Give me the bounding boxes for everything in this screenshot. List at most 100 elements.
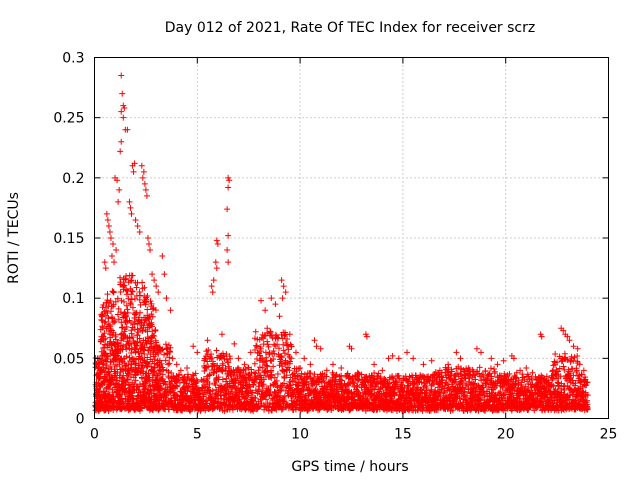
chart-title: Day 012 of 2021, Rate Of TEC Index for r… <box>165 20 535 36</box>
data-point <box>114 340 121 347</box>
data-point <box>256 403 263 410</box>
data-point <box>130 168 137 175</box>
data-point <box>145 360 152 367</box>
data-point <box>259 355 266 362</box>
data-point <box>102 335 109 342</box>
data-point <box>125 295 132 302</box>
data-point <box>279 368 286 375</box>
data-point <box>219 376 226 383</box>
data-point <box>263 396 270 403</box>
data-point <box>271 350 278 357</box>
data-point <box>257 403 264 410</box>
data-point <box>275 345 282 352</box>
data-point <box>97 374 104 381</box>
data-point <box>110 407 117 414</box>
data-point <box>280 283 287 290</box>
data-point <box>220 352 227 359</box>
data-point <box>112 380 119 387</box>
data-point <box>163 295 170 302</box>
data-point <box>145 316 152 323</box>
data-point <box>110 241 117 248</box>
y-tick-label: 0.3 <box>62 51 84 67</box>
data-point <box>123 302 130 309</box>
data-point <box>159 385 166 392</box>
data-point <box>126 198 133 205</box>
data-point <box>129 272 136 279</box>
y-tick-label: 0.2 <box>62 171 84 187</box>
data-point <box>134 338 141 345</box>
data-point <box>144 293 151 300</box>
data-point <box>127 204 134 211</box>
data-point <box>111 259 118 266</box>
data-point <box>139 174 146 181</box>
data-point <box>272 301 279 308</box>
data-point <box>149 271 156 278</box>
data-point <box>252 328 259 335</box>
data-point <box>104 353 111 360</box>
data-point <box>140 168 147 175</box>
data-point <box>121 298 128 305</box>
data-point <box>252 387 259 394</box>
data-point <box>154 396 161 403</box>
data-point <box>247 374 254 381</box>
data-point <box>487 365 494 372</box>
data-point <box>148 311 155 318</box>
data-point <box>134 332 141 339</box>
x-tick-label: 10 <box>291 427 309 443</box>
data-point <box>149 406 156 413</box>
data-point <box>267 357 274 364</box>
data-point <box>226 353 233 360</box>
data-point <box>118 72 125 79</box>
data-point <box>110 393 117 400</box>
x-tick-label: 15 <box>394 427 412 443</box>
data-point <box>189 371 196 378</box>
data-point <box>120 343 127 350</box>
data-point <box>225 259 232 266</box>
data-point <box>145 347 152 354</box>
data-point <box>119 366 126 373</box>
data-point <box>161 378 168 385</box>
data-point <box>106 228 113 235</box>
data-point <box>258 348 265 355</box>
data-point <box>209 387 216 394</box>
data-point <box>223 351 230 358</box>
data-point <box>265 343 272 350</box>
data-point <box>488 355 495 362</box>
data-point <box>242 405 249 412</box>
data-point <box>104 291 111 298</box>
data-point <box>136 353 143 360</box>
data-point <box>102 406 109 413</box>
data-point <box>174 383 181 390</box>
data-point <box>252 347 259 354</box>
data-point <box>278 277 285 284</box>
data-point <box>115 305 122 312</box>
data-point <box>201 381 208 388</box>
data-point <box>140 322 147 329</box>
data-point <box>124 377 131 384</box>
data-point <box>235 355 242 362</box>
data-point <box>103 377 110 384</box>
data-point <box>478 349 485 356</box>
data-point <box>102 265 109 272</box>
data-point <box>134 222 141 229</box>
data-point <box>168 370 175 377</box>
data-point <box>209 289 216 296</box>
data-point <box>284 342 291 349</box>
data-point <box>161 351 168 358</box>
data-point <box>101 319 108 326</box>
y-tick-label: 0.05 <box>53 351 84 367</box>
data-point <box>200 393 207 400</box>
data-point <box>107 308 114 315</box>
data-point <box>281 350 288 357</box>
data-point <box>157 357 164 364</box>
data-point <box>137 309 144 316</box>
data-point <box>162 394 169 401</box>
data-point <box>101 351 108 358</box>
data-point <box>107 298 114 305</box>
data-point <box>251 394 258 401</box>
data-point <box>128 330 135 337</box>
data-point <box>136 335 143 342</box>
data-point <box>183 380 190 387</box>
data-point <box>281 397 288 404</box>
data-point <box>135 329 142 336</box>
